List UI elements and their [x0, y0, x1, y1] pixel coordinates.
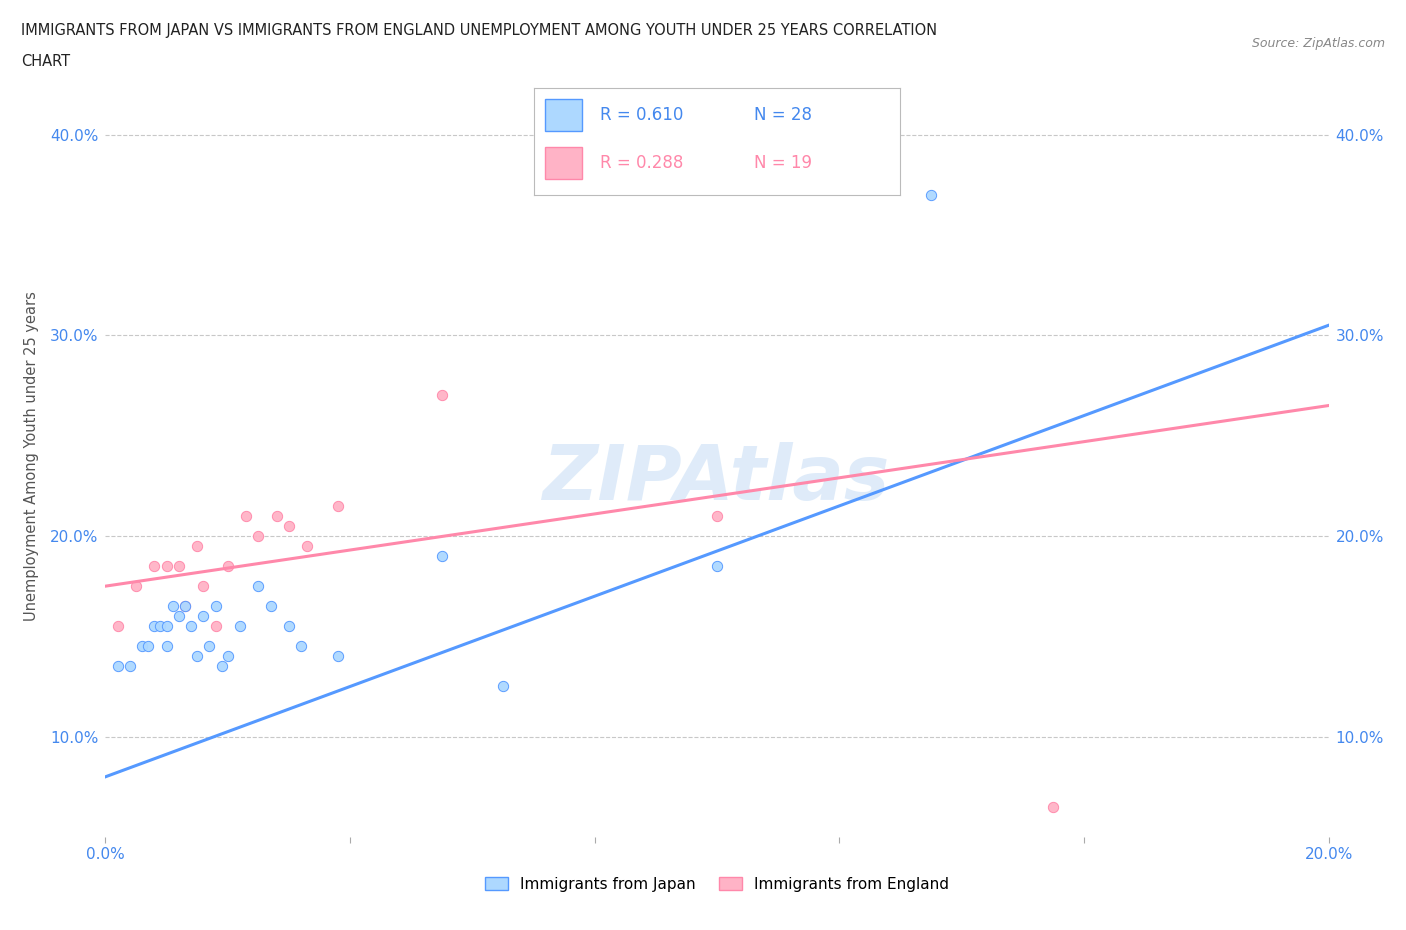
Point: [278, 618, 301, 633]
Point: [167, 559, 190, 574]
Point: [155, 618, 177, 633]
Point: [247, 578, 270, 593]
Point: [107, 618, 129, 633]
Point: [180, 618, 202, 633]
Point: [149, 618, 172, 633]
Point: [136, 639, 159, 654]
Point: [217, 649, 239, 664]
Text: ZIPAtlas: ZIPAtlas: [543, 442, 891, 515]
Y-axis label: Unemployment Among Youth under 25 years: Unemployment Among Youth under 25 years: [24, 291, 39, 620]
Point: [235, 509, 257, 524]
Point: [155, 639, 177, 654]
Point: [143, 559, 166, 574]
Point: [125, 578, 148, 593]
Point: [706, 559, 728, 574]
Point: [920, 187, 942, 202]
Point: [204, 599, 226, 614]
Point: [326, 498, 349, 513]
Point: [186, 649, 208, 664]
Point: [193, 609, 215, 624]
Text: CHART: CHART: [21, 54, 70, 69]
Point: [326, 649, 349, 664]
Point: [131, 639, 153, 654]
Point: [247, 528, 270, 543]
Point: [186, 538, 208, 553]
Point: [118, 659, 141, 674]
Point: [174, 599, 197, 614]
Legend: Immigrants from Japan, Immigrants from England: Immigrants from Japan, Immigrants from E…: [479, 870, 955, 898]
Text: N = 28: N = 28: [754, 106, 811, 124]
Text: R = 0.610: R = 0.610: [600, 106, 683, 124]
Point: [211, 659, 233, 674]
Point: [430, 549, 453, 564]
Point: [162, 599, 184, 614]
Point: [430, 388, 453, 403]
Point: [174, 599, 197, 614]
Point: [167, 609, 190, 624]
Point: [193, 578, 215, 593]
Point: [278, 519, 301, 534]
Point: [297, 538, 319, 553]
Point: [107, 659, 129, 674]
Text: IMMIGRANTS FROM JAPAN VS IMMIGRANTS FROM ENGLAND UNEMPLOYMENT AMONG YOUTH UNDER : IMMIGRANTS FROM JAPAN VS IMMIGRANTS FROM…: [21, 23, 938, 38]
Point: [204, 618, 226, 633]
Point: [492, 679, 515, 694]
Text: R = 0.288: R = 0.288: [600, 154, 683, 172]
Bar: [546, 100, 582, 131]
Point: [266, 509, 288, 524]
Point: [229, 618, 252, 633]
Point: [259, 599, 281, 614]
Point: [290, 639, 312, 654]
Point: [143, 618, 166, 633]
Bar: [546, 147, 582, 179]
Point: [706, 509, 728, 524]
Text: N = 19: N = 19: [754, 154, 811, 172]
Point: [198, 639, 221, 654]
Text: Source: ZipAtlas.com: Source: ZipAtlas.com: [1251, 37, 1385, 50]
Point: [1042, 800, 1064, 815]
Point: [155, 559, 177, 574]
Point: [217, 559, 239, 574]
